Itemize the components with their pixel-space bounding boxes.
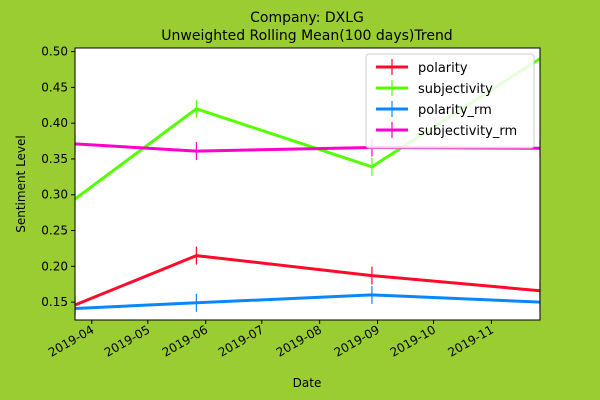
legend-box bbox=[365, 53, 535, 149]
plot-frame bbox=[74, 47, 541, 321]
series-line-0 bbox=[75, 254, 540, 307]
y-tick-label: 0.20 bbox=[41, 259, 68, 273]
x-tick-label: 2019-11 bbox=[446, 322, 496, 359]
x-tick-label: 2019-10 bbox=[388, 322, 438, 359]
y-tick-label: 0.35 bbox=[41, 152, 68, 166]
y-tick-label: 0.40 bbox=[41, 116, 68, 130]
y-tick-label: 0.50 bbox=[41, 45, 68, 59]
y-axis: 0.15 0.20 0.25 0.30 0.35 0.40 0.45 0.50 bbox=[41, 45, 75, 309]
legend: polarity subjectivity polarity_rm subjectiv… bbox=[365, 53, 535, 149]
legend-label-1: subjectivity bbox=[418, 82, 493, 97]
y-axis-label: Sentiment Level bbox=[14, 135, 28, 233]
x-tick-label: 2019-06 bbox=[160, 322, 210, 359]
chart-title-line1: Company: DXLG bbox=[250, 10, 364, 26]
y-tick-label: 0.30 bbox=[41, 188, 68, 202]
x-axis: 2019-04 2019-05 2019-06 2019-07 2019-08 2019-… bbox=[46, 320, 496, 360]
y-tick-label: 0.25 bbox=[41, 224, 68, 238]
x-tick-label: 2019-08 bbox=[274, 322, 324, 359]
series-line-2 bbox=[75, 293, 540, 310]
legend-label-3: subjectivity_rm bbox=[418, 124, 517, 139]
y-tick-label: 0.15 bbox=[41, 295, 68, 309]
chart-title-line2: Unweighted Rolling Mean(100 days)Trend bbox=[161, 28, 452, 44]
x-tick-label: 2019-09 bbox=[332, 322, 382, 359]
x-tick-label: 2019-04 bbox=[46, 322, 96, 359]
x-axis-label: Date bbox=[293, 376, 322, 390]
legend-label-0: polarity bbox=[418, 61, 468, 76]
legend-label-2: polarity_rm bbox=[418, 103, 492, 118]
x-tick-label: 2019-05 bbox=[102, 322, 152, 359]
y-tick-label: 0.45 bbox=[41, 80, 68, 94]
x-tick-label: 2019-07 bbox=[216, 322, 266, 359]
